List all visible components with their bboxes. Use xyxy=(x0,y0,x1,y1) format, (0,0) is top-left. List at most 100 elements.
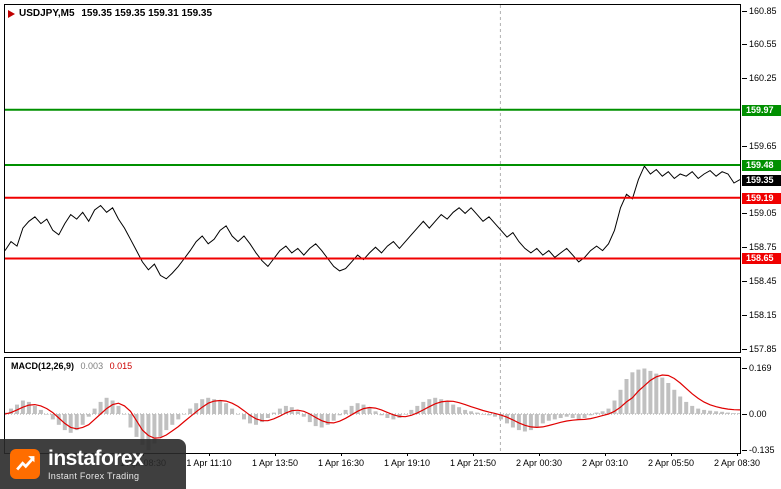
macd-histogram-bar xyxy=(236,414,240,415)
macd-histogram-bar xyxy=(92,408,97,414)
time-axis-tickmark xyxy=(209,453,210,456)
macd-histogram-bar xyxy=(684,401,689,414)
macd-histogram-bar xyxy=(415,405,420,414)
macd-histogram-bar xyxy=(367,407,372,414)
macd-histogram-bar xyxy=(44,414,49,415)
time-axis-label: 1 Apr 16:30 xyxy=(317,458,365,468)
macd-histogram-bar xyxy=(702,409,707,414)
price-axis-tick: 157.85 xyxy=(742,343,777,354)
macd-histogram-bar xyxy=(331,414,336,421)
macd-histogram-bar xyxy=(696,408,701,414)
macd-histogram-bar xyxy=(624,379,629,414)
macd-histogram-bar xyxy=(409,409,414,414)
macd-histogram-bar xyxy=(678,396,683,414)
macd-histogram-bar xyxy=(558,414,563,418)
macd-histogram-bar xyxy=(534,414,539,428)
macd-histogram-bar xyxy=(230,408,235,414)
time-axis-tickmark xyxy=(341,453,342,456)
macd-histogram-bar xyxy=(26,401,31,414)
macd-axis-tick: -0.135 xyxy=(742,445,775,456)
price-axis-tick: 160.55 xyxy=(742,39,777,50)
macd-histogram-bar xyxy=(433,397,438,414)
macd-histogram-bar xyxy=(373,411,378,414)
macd-histogram-bar xyxy=(212,399,217,414)
macd-histogram-bar xyxy=(463,409,468,414)
macd-histogram-bar xyxy=(552,414,557,420)
price-axis-tick: 160.25 xyxy=(742,73,777,84)
macd-histogram-bar xyxy=(295,411,300,414)
macd-histogram-bar xyxy=(74,414,79,431)
macd-histogram-bar xyxy=(188,408,193,414)
resistance-price-label: 159.48 xyxy=(742,159,781,171)
macd-histogram-bar xyxy=(56,414,61,425)
macd-plot xyxy=(4,357,741,454)
macd-axis: 0.169 0.00 -0.135 xyxy=(741,357,781,456)
price-plot xyxy=(4,4,741,353)
macd-histogram-bar xyxy=(361,404,366,414)
macd-histogram-bar xyxy=(110,400,115,414)
macd-histogram-bar xyxy=(505,414,509,424)
macd-histogram-bar xyxy=(206,397,211,414)
instaforex-logo-icon xyxy=(10,449,40,479)
chart-title: USDJPY,M5 159.35 159.35 159.31 159.35 xyxy=(19,8,216,19)
macd-histogram-bar xyxy=(355,403,360,414)
time-axis-tickmark xyxy=(473,453,474,456)
price-axis-tick: 160.85 xyxy=(742,5,777,16)
macd-histogram-bar xyxy=(98,401,103,414)
macd-histogram-bar xyxy=(732,413,736,414)
time-axis-label: 2 Apr 08:30 xyxy=(713,458,761,468)
time-axis-tickmark xyxy=(605,453,606,456)
macd-histogram-bar xyxy=(265,414,270,418)
macd-histogram-bar xyxy=(690,405,695,414)
macd-histogram-bar xyxy=(528,414,533,431)
macd-histogram-bar xyxy=(122,414,127,415)
macd-histogram-bar xyxy=(164,414,169,431)
brand-name: instaforex xyxy=(48,446,144,470)
macd-histogram-bar xyxy=(349,405,354,414)
time-axis-tickmark xyxy=(275,453,276,456)
macd-histogram-bar xyxy=(588,414,593,416)
macd-histogram-bar xyxy=(32,405,37,414)
time-axis-label: 1 Apr 13:50 xyxy=(251,458,299,468)
price-plot-canvas xyxy=(5,5,740,352)
price-line xyxy=(5,165,740,280)
macd-histogram-bar xyxy=(128,414,133,428)
macd-histogram-bar xyxy=(385,414,390,418)
macd-histogram-bar xyxy=(606,408,611,414)
macd-name: MACD(12,26,9) xyxy=(11,361,75,371)
macd-histogram-bar xyxy=(260,414,264,423)
macd-histogram-bar xyxy=(248,414,252,424)
resistance-price-label: 159.97 xyxy=(742,104,781,116)
instaforex-watermark: instaforex Instant Forex Trading xyxy=(0,439,186,489)
macd-histogram-bar xyxy=(218,400,223,414)
support-price-label: 159.19 xyxy=(742,192,781,204)
time-axis-label: 1 Apr 21:50 xyxy=(449,458,497,468)
macd-histogram-bar xyxy=(481,414,485,415)
macd-histogram-bar xyxy=(726,412,730,414)
macd-histogram-bar xyxy=(648,370,653,414)
symbol-marker-icon xyxy=(8,10,15,18)
macd-histogram-bar xyxy=(540,414,545,424)
macd-histogram-bar xyxy=(152,414,157,444)
macd-histogram-bar xyxy=(421,401,426,414)
price-axis: 160.85 160.55 160.25 159.65 159.05 158.75 158.… xyxy=(741,4,781,354)
time-axis-tickmark xyxy=(539,453,540,456)
macd-histogram-bar xyxy=(654,373,659,414)
macd-histogram-bar xyxy=(80,414,85,425)
symbol-timeframe: USDJPY,M5 xyxy=(19,8,75,19)
macd-histogram-bar xyxy=(564,414,569,417)
macd-label: MACD(12,26,9) 0.003 0.015 xyxy=(11,361,132,371)
macd-histogram-bar xyxy=(9,408,13,414)
time-axis-label: 2 Apr 05:50 xyxy=(647,458,695,468)
macd-axis-tick: 0.00 xyxy=(742,408,767,419)
macd-histogram-bar xyxy=(475,412,480,414)
macd-histogram-bar xyxy=(642,368,647,414)
price-axis-tick: 158.45 xyxy=(742,276,777,287)
macd-histogram-bar xyxy=(451,404,456,414)
macd-histogram-bar xyxy=(301,414,306,417)
macd-histogram-bar xyxy=(271,412,276,414)
macd-histogram-bar xyxy=(469,411,474,414)
macd-histogram-bar xyxy=(242,414,246,420)
macd-histogram-bar xyxy=(38,409,43,414)
current-price-label: 159.35 xyxy=(742,174,781,186)
